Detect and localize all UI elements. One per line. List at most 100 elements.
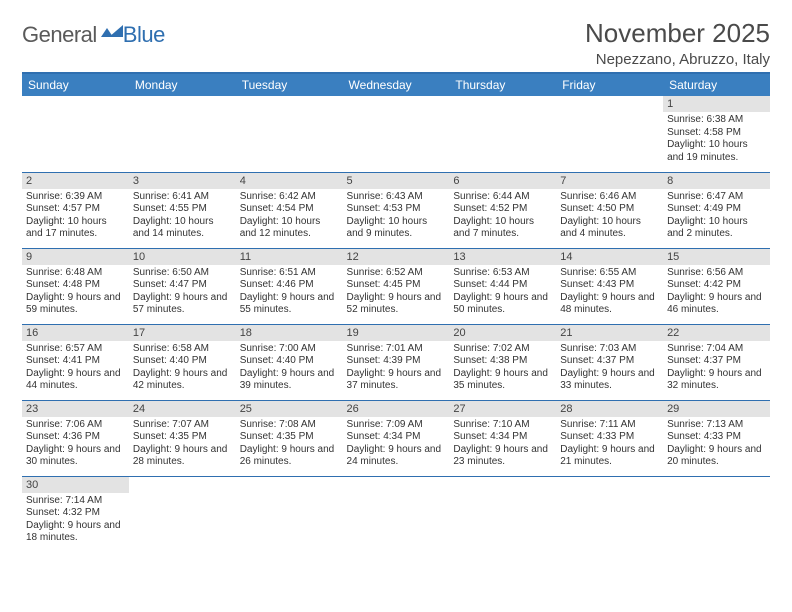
day-number: 6	[449, 173, 556, 189]
title-block: November 2025 Nepezzano, Abruzzo, Italy	[585, 18, 770, 68]
calendar-page: General Blue November 2025 Nepezzano, Ab…	[0, 0, 792, 552]
calendar-day-cell: 26Sunrise: 7:09 AMSunset: 4:34 PMDayligh…	[343, 400, 450, 476]
day-number: 18	[236, 325, 343, 341]
daylight-text: Daylight: 9 hours and 44 minutes.	[26, 368, 125, 393]
daylight-text: Daylight: 10 hours and 17 minutes.	[26, 216, 125, 241]
calendar-day-cell	[663, 476, 770, 552]
weekday-header: Monday	[129, 74, 236, 96]
calendar-day-cell: 7Sunrise: 6:46 AMSunset: 4:50 PMDaylight…	[556, 172, 663, 248]
sunset-text: Sunset: 4:42 PM	[667, 279, 766, 292]
sunrise-text: Sunrise: 7:11 AM	[560, 419, 659, 432]
day-number: 22	[663, 325, 770, 341]
day-details: Sunrise: 7:03 AMSunset: 4:37 PMDaylight:…	[556, 341, 663, 395]
sunset-text: Sunset: 4:33 PM	[560, 431, 659, 444]
flag-icon	[101, 25, 123, 39]
daylight-text: Daylight: 9 hours and 20 minutes.	[667, 444, 766, 469]
day-details: Sunrise: 6:53 AMSunset: 4:44 PMDaylight:…	[449, 265, 556, 319]
day-number: 15	[663, 249, 770, 265]
day-number: 21	[556, 325, 663, 341]
daylight-text: Daylight: 9 hours and 32 minutes.	[667, 368, 766, 393]
sunset-text: Sunset: 4:32 PM	[26, 507, 125, 520]
daylight-text: Daylight: 9 hours and 39 minutes.	[240, 368, 339, 393]
day-details: Sunrise: 7:07 AMSunset: 4:35 PMDaylight:…	[129, 417, 236, 471]
day-details: Sunrise: 7:04 AMSunset: 4:37 PMDaylight:…	[663, 341, 770, 395]
day-details: Sunrise: 6:41 AMSunset: 4:55 PMDaylight:…	[129, 189, 236, 243]
calendar-day-cell: 9Sunrise: 6:48 AMSunset: 4:48 PMDaylight…	[22, 248, 129, 324]
day-details: Sunrise: 7:11 AMSunset: 4:33 PMDaylight:…	[556, 417, 663, 471]
weekday-header: Thursday	[449, 74, 556, 96]
sunrise-text: Sunrise: 6:53 AM	[453, 267, 552, 280]
day-number: 25	[236, 401, 343, 417]
sunset-text: Sunset: 4:35 PM	[240, 431, 339, 444]
sunset-text: Sunset: 4:33 PM	[667, 431, 766, 444]
sunrise-text: Sunrise: 7:00 AM	[240, 343, 339, 356]
sunrise-text: Sunrise: 6:51 AM	[240, 267, 339, 280]
day-details: Sunrise: 6:42 AMSunset: 4:54 PMDaylight:…	[236, 189, 343, 243]
brand-logo: General Blue	[22, 22, 165, 48]
day-number: 1	[663, 96, 770, 112]
day-number: 19	[343, 325, 450, 341]
daylight-text: Daylight: 9 hours and 55 minutes.	[240, 292, 339, 317]
sunrise-text: Sunrise: 7:14 AM	[26, 495, 125, 508]
calendar-day-cell	[449, 476, 556, 552]
sunset-text: Sunset: 4:43 PM	[560, 279, 659, 292]
daylight-text: Daylight: 9 hours and 26 minutes.	[240, 444, 339, 469]
brand-text-2: Blue	[123, 22, 165, 48]
sunrise-text: Sunrise: 7:08 AM	[240, 419, 339, 432]
sunset-text: Sunset: 4:41 PM	[26, 355, 125, 368]
daylight-text: Daylight: 9 hours and 21 minutes.	[560, 444, 659, 469]
day-details: Sunrise: 6:56 AMSunset: 4:42 PMDaylight:…	[663, 265, 770, 319]
daylight-text: Daylight: 9 hours and 52 minutes.	[347, 292, 446, 317]
calendar-day-cell: 11Sunrise: 6:51 AMSunset: 4:46 PMDayligh…	[236, 248, 343, 324]
day-details: Sunrise: 7:08 AMSunset: 4:35 PMDaylight:…	[236, 417, 343, 471]
sunset-text: Sunset: 4:52 PM	[453, 203, 552, 216]
day-number: 30	[22, 477, 129, 493]
day-details: Sunrise: 7:02 AMSunset: 4:38 PMDaylight:…	[449, 341, 556, 395]
day-number: 20	[449, 325, 556, 341]
sunrise-text: Sunrise: 6:57 AM	[26, 343, 125, 356]
sunset-text: Sunset: 4:40 PM	[240, 355, 339, 368]
header: General Blue November 2025 Nepezzano, Ab…	[22, 18, 770, 68]
daylight-text: Daylight: 9 hours and 24 minutes.	[347, 444, 446, 469]
day-number: 3	[129, 173, 236, 189]
day-details: Sunrise: 7:10 AMSunset: 4:34 PMDaylight:…	[449, 417, 556, 471]
sunrise-text: Sunrise: 6:42 AM	[240, 191, 339, 204]
day-details: Sunrise: 7:13 AMSunset: 4:33 PMDaylight:…	[663, 417, 770, 471]
day-number: 26	[343, 401, 450, 417]
daylight-text: Daylight: 10 hours and 4 minutes.	[560, 216, 659, 241]
day-details: Sunrise: 7:06 AMSunset: 4:36 PMDaylight:…	[22, 417, 129, 471]
weekday-header: Tuesday	[236, 74, 343, 96]
daylight-text: Daylight: 9 hours and 42 minutes.	[133, 368, 232, 393]
sunset-text: Sunset: 4:48 PM	[26, 279, 125, 292]
calendar-day-cell: 30Sunrise: 7:14 AMSunset: 4:32 PMDayligh…	[22, 476, 129, 552]
calendar-day-cell: 12Sunrise: 6:52 AMSunset: 4:45 PMDayligh…	[343, 248, 450, 324]
calendar-table: Sunday Monday Tuesday Wednesday Thursday…	[22, 74, 770, 552]
sunset-text: Sunset: 4:39 PM	[347, 355, 446, 368]
day-number: 11	[236, 249, 343, 265]
sunset-text: Sunset: 4:50 PM	[560, 203, 659, 216]
calendar-day-cell: 19Sunrise: 7:01 AMSunset: 4:39 PMDayligh…	[343, 324, 450, 400]
daylight-text: Daylight: 9 hours and 46 minutes.	[667, 292, 766, 317]
calendar-week-row: 23Sunrise: 7:06 AMSunset: 4:36 PMDayligh…	[22, 400, 770, 476]
calendar-day-cell	[556, 476, 663, 552]
day-number: 8	[663, 173, 770, 189]
calendar-day-cell: 27Sunrise: 7:10 AMSunset: 4:34 PMDayligh…	[449, 400, 556, 476]
calendar-week-row: 1Sunrise: 6:38 AMSunset: 4:58 PMDaylight…	[22, 96, 770, 172]
day-details: Sunrise: 6:51 AMSunset: 4:46 PMDaylight:…	[236, 265, 343, 319]
day-details: Sunrise: 6:52 AMSunset: 4:45 PMDaylight:…	[343, 265, 450, 319]
day-details: Sunrise: 7:01 AMSunset: 4:39 PMDaylight:…	[343, 341, 450, 395]
sunrise-text: Sunrise: 7:06 AM	[26, 419, 125, 432]
sunset-text: Sunset: 4:53 PM	[347, 203, 446, 216]
day-number: 5	[343, 173, 450, 189]
sunrise-text: Sunrise: 7:02 AM	[453, 343, 552, 356]
day-details: Sunrise: 6:46 AMSunset: 4:50 PMDaylight:…	[556, 189, 663, 243]
daylight-text: Daylight: 10 hours and 2 minutes.	[667, 216, 766, 241]
day-details: Sunrise: 6:43 AMSunset: 4:53 PMDaylight:…	[343, 189, 450, 243]
day-number: 16	[22, 325, 129, 341]
sunrise-text: Sunrise: 7:10 AM	[453, 419, 552, 432]
daylight-text: Daylight: 9 hours and 59 minutes.	[26, 292, 125, 317]
calendar-day-cell: 22Sunrise: 7:04 AMSunset: 4:37 PMDayligh…	[663, 324, 770, 400]
calendar-day-cell: 25Sunrise: 7:08 AMSunset: 4:35 PMDayligh…	[236, 400, 343, 476]
calendar-day-cell: 1Sunrise: 6:38 AMSunset: 4:58 PMDaylight…	[663, 96, 770, 172]
day-details: Sunrise: 7:14 AMSunset: 4:32 PMDaylight:…	[22, 493, 129, 547]
